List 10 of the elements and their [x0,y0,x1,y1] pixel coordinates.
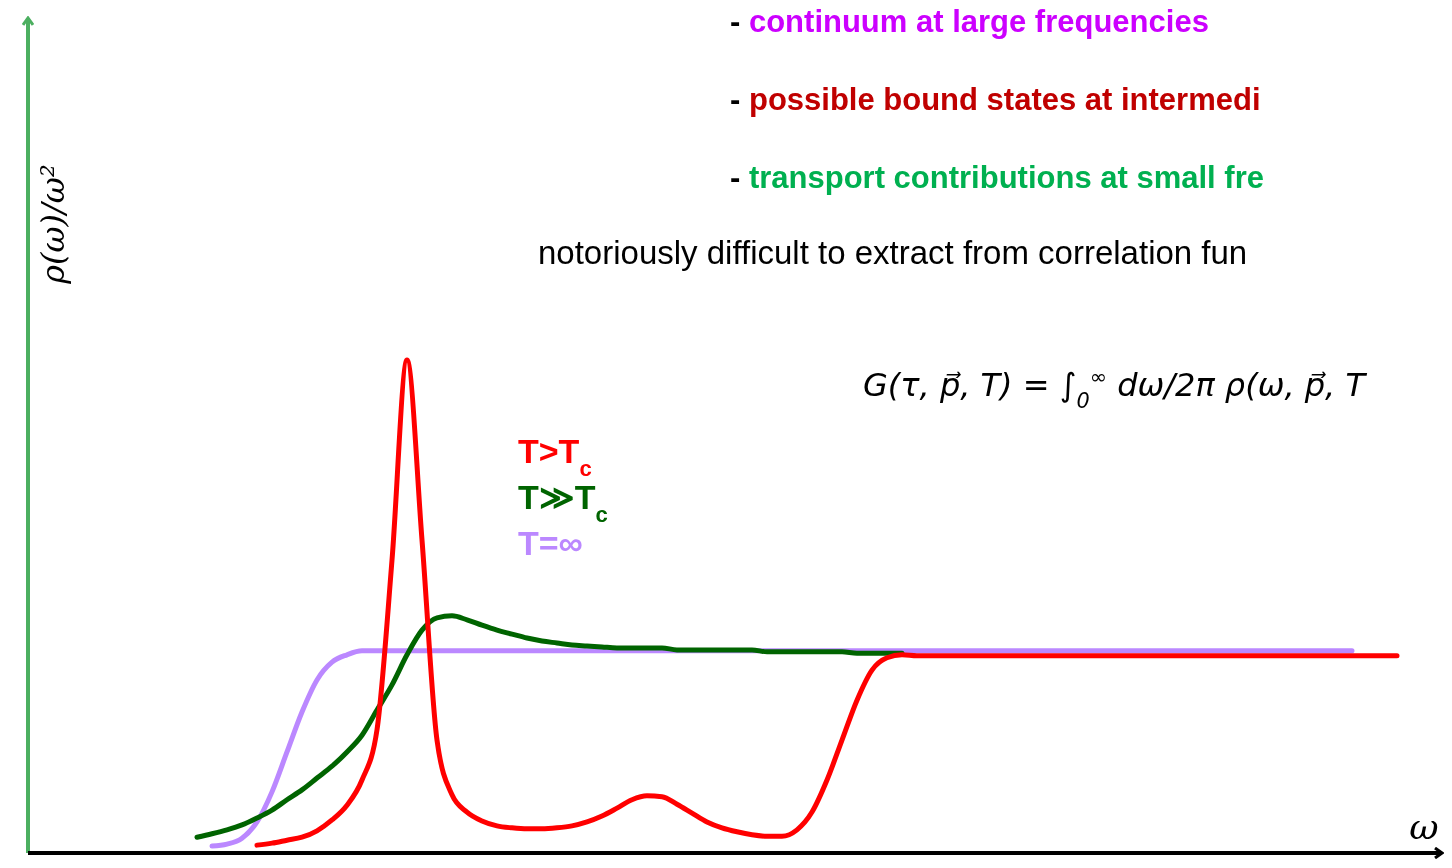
text: T=∞ [518,524,583,562]
text: - continuum at large frequencies [730,4,1209,39]
text: T≫T$_{c}$ [518,478,608,527]
text: notoriously difficult to extract from correlation fun [538,234,1248,271]
text: - transport contributions at small fre [730,160,1264,195]
annotation: G(τ, p⃗, T) = ∫$_{0}$$^{∞}$ dω/2π ρ(ω, p⃗, T [863,365,1368,413]
x-axis-title: ω [1409,806,1439,847]
text: - possible bound states at intermedi [730,82,1261,117]
text: T>T$_{c}$ [518,432,592,481]
y-axis-title: ρ(ω)/ω² [34,164,72,285]
